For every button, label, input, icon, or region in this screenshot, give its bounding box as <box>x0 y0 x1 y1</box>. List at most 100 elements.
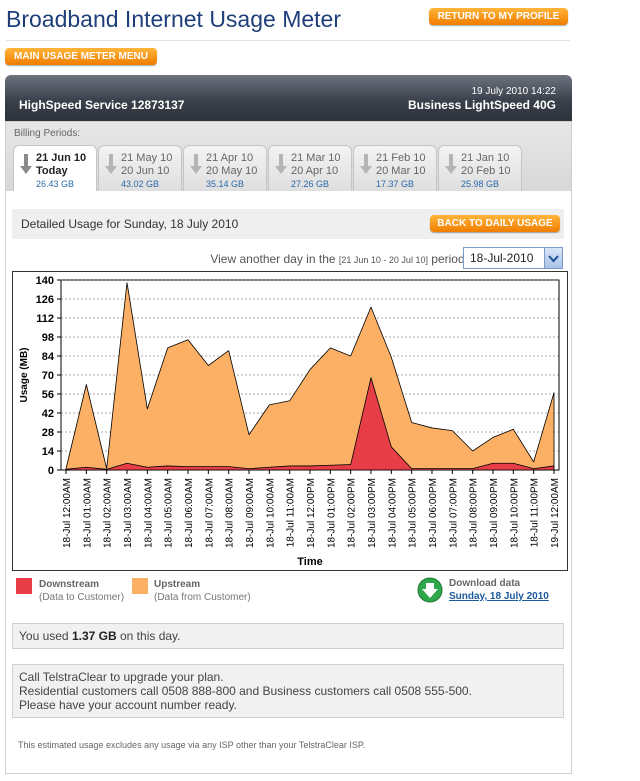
y-tick-label: 28 <box>42 427 54 439</box>
down-arrow-icon <box>445 154 457 174</box>
main-menu-button[interactable]: Main Usage Meter Menu <box>5 48 157 65</box>
view-prefix: View another day in the <box>210 252 336 266</box>
period-to: Today <box>36 165 68 177</box>
x-tick-label: 18-Jul 08:00PM <box>469 478 480 548</box>
billing-periods-label: Billing Periods: <box>14 128 81 139</box>
chevron-down-icon[interactable] <box>544 248 562 268</box>
upstream-legend-label: Upstream <box>154 579 201 590</box>
down-arrow-icon <box>190 154 202 174</box>
period-from: 21 Apr 10 <box>206 152 254 164</box>
x-tick-label: 18-Jul 07:00AM <box>204 478 215 548</box>
down-arrow-icon <box>360 154 372 174</box>
y-tick-label: 84 <box>42 351 55 363</box>
y-axis-label: Usage (MB) <box>19 347 30 402</box>
x-tick-label: 18-Jul 02:00PM <box>347 478 358 548</box>
detail-title: Detailed Usage for Sunday, 18 July 2010 <box>21 217 239 231</box>
period-usage: 26.43 GB <box>36 179 75 189</box>
usage-summary-suffix: on this day. <box>120 629 181 643</box>
x-tick-label: 18-Jul 12:00PM <box>306 478 317 548</box>
series-area-downstream <box>65 377 555 471</box>
period-usage: 27.26 GB <box>291 179 330 189</box>
x-axis-label: Time <box>297 556 322 568</box>
y-tick-label: 70 <box>42 370 54 382</box>
x-tick-label: 18-Jul 03:00PM <box>367 478 378 548</box>
x-tick-label: 18-Jul 04:00AM <box>143 478 154 548</box>
down-arrow-icon <box>275 154 287 174</box>
return-to-profile-button[interactable]: Return to My Profile <box>429 8 568 25</box>
down-arrow-icon <box>105 154 117 174</box>
upstream-swatch <box>132 578 148 594</box>
period-usage: 43.02 GB <box>121 179 160 189</box>
x-tick-label: 18-Jul 04:00PM <box>387 478 398 548</box>
detail-header: Detailed Usage for Sunday, 18 July 2010 … <box>12 209 564 239</box>
x-tick-label: 18-Jul 07:00PM <box>448 478 459 548</box>
upgrade-notice: Call TelstraClear to upgrade your plan. … <box>12 664 564 718</box>
usage-summary: You used 1.37 GB on this day. <box>12 623 564 649</box>
period-from: 21 May 10 <box>121 152 173 164</box>
x-tick-label: 18-Jul 02:00AM <box>103 478 114 548</box>
billing-period-tab[interactable]: 21 Jun 10 Today 26.43 GB <box>13 145 97 194</box>
x-tick-label: 18-Jul 08:00AM <box>225 478 236 548</box>
billing-period-tab[interactable]: 21 Apr 10 20 May 10 35.14 GB <box>183 145 267 192</box>
download-arrow-icon[interactable] <box>417 577 443 603</box>
x-tick-label: 18-Jul 05:00AM <box>164 478 175 548</box>
x-tick-label: 18-Jul 09:00AM <box>245 478 256 548</box>
x-tick-label: 18-Jul 05:00PM <box>408 478 419 548</box>
footnote: This estimated usage excludes any usage … <box>18 740 366 750</box>
down-arrow-icon <box>20 154 32 174</box>
day-select-value: 18-Jul-2010 <box>470 251 534 265</box>
x-tick-label: 18-Jul 01:00PM <box>326 478 337 548</box>
billing-period-tab[interactable]: 21 Mar 10 20 Apr 10 27.26 GB <box>268 145 352 192</box>
period-from: 21 Feb 10 <box>376 152 426 164</box>
view-suffix: period: <box>431 252 468 266</box>
view-range: [21 Jun 10 - 20 Jul 10] <box>338 255 428 265</box>
period-usage: 35.14 GB <box>206 179 245 189</box>
downstream-legend-label: Downstream <box>39 579 100 590</box>
upgrade-line-3: Please have your account number ready. <box>19 698 237 712</box>
title-divider <box>6 40 570 41</box>
x-tick-label: 18-Jul 03:00AM <box>123 478 134 548</box>
day-select[interactable]: 18-Jul-2010 <box>463 247 563 269</box>
service-id: HighSpeed Service 12873137 <box>19 98 185 112</box>
usage-summary-prefix: You used <box>19 629 69 643</box>
download-data-label: Download data <box>449 578 521 589</box>
page-title: Broadband Internet Usage Meter <box>6 6 341 32</box>
y-tick-label: 42 <box>42 408 54 420</box>
x-tick-label: 18-Jul 12:00AM <box>62 478 73 548</box>
y-tick-label: 112 <box>36 313 54 325</box>
x-tick-label: 19-Jul 12:00AM <box>550 478 561 548</box>
back-to-daily-usage-button[interactable]: Back to Daily Usage <box>430 215 560 232</box>
plan-name: Business LightSpeed 40G <box>407 98 556 112</box>
period-from: 21 Jan 10 <box>461 152 510 164</box>
y-tick-label: 98 <box>42 332 54 344</box>
period-to: 20 Apr 10 <box>291 165 339 177</box>
account-header: 19 July 2010 14:22 HighSpeed Service 128… <box>5 75 572 121</box>
usage-chart: 0 14 28 42 56 70 84 98 112 126 140 18-Jul 12:00AM 18… <box>12 271 568 571</box>
x-tick-label: 18-Jul 06:00AM <box>184 478 195 548</box>
y-tick-label: 14 <box>42 446 55 458</box>
period-to: 20 Mar 10 <box>376 165 426 177</box>
download-data-link[interactable]: Sunday, 18 July 2010 <box>449 591 549 602</box>
billing-periods: Billing Periods: 21 Jun 10 Today 26.43 GB 2… <box>5 121 572 194</box>
account-datetime: 19 July 2010 14:22 <box>471 86 556 97</box>
billing-period-tab[interactable]: 21 Jan 10 20 Feb 10 25.98 GB <box>438 145 522 192</box>
y-tick-label: 0 <box>48 465 54 477</box>
x-tick-label: 18-Jul 09:00PM <box>489 478 500 548</box>
x-tick-label: 18-Jul 01:00AM <box>82 478 93 548</box>
view-another-day: View another day in the [21 Jun 10 - 20 … <box>210 252 468 266</box>
detail-panel: Detailed Usage for Sunday, 18 July 2010 … <box>5 191 572 774</box>
downstream-legend-sub: (Data to Customer) <box>39 592 125 603</box>
x-tick-label: 18-Jul 10:00AM <box>265 478 276 548</box>
x-tick-label: 18-Jul 06:00PM <box>428 478 439 548</box>
upgrade-line-1: Call TelstraClear to upgrade your plan. <box>19 670 224 684</box>
period-from: 21 Mar 10 <box>291 152 341 164</box>
series-area-upstream <box>65 282 555 471</box>
x-tick-label: 18-Jul 11:00PM <box>530 478 541 547</box>
billing-period-tab[interactable]: 21 May 10 20 Jun 10 43.02 GB <box>98 145 182 192</box>
upgrade-line-2: Residential customers call 0508 888-800 … <box>19 684 472 698</box>
usage-summary-amount: 1.37 GB <box>71 629 117 643</box>
billing-period-tab[interactable]: 21 Feb 10 20 Mar 10 17.37 GB <box>353 145 437 192</box>
usage-chart-svg: 0 14 28 42 56 70 84 98 112 126 140 18-Jul 12:00AM 18… <box>19 275 561 568</box>
x-tick-label: 18-Jul 10:00PM <box>509 478 520 548</box>
period-from: 21 Jun 10 <box>36 152 87 164</box>
